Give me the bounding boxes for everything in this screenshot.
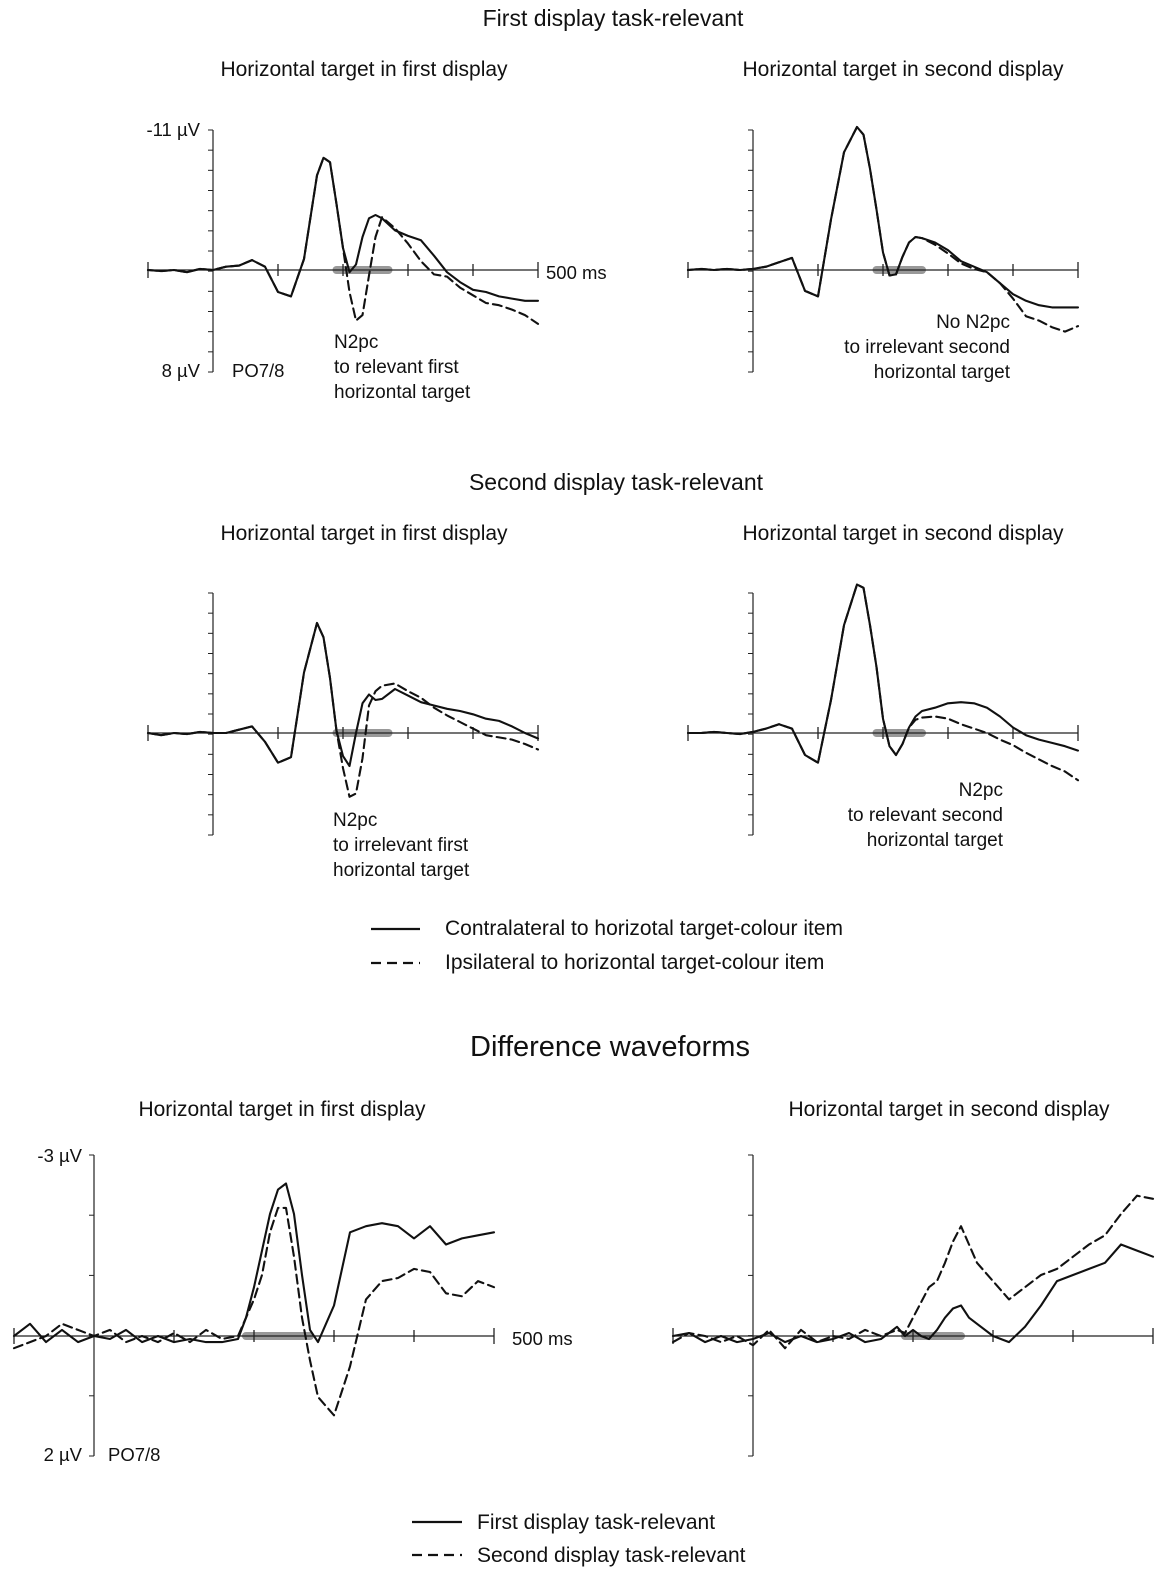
- legend-label: Contralateral to horizotal target-colour…: [445, 917, 843, 940]
- section-title-first: First display task-relevant: [483, 5, 744, 31]
- difference-panel-first-display: [12, 1154, 496, 1457]
- waveform-dashed: [686, 125, 1080, 333]
- waveform-solid: [146, 156, 540, 302]
- svg-text:horizontal target: horizontal target: [874, 362, 1011, 383]
- svg-text:to relevant first: to relevant first: [334, 357, 459, 378]
- legend-bottom: First display task-relevant Second displ…: [412, 1511, 746, 1567]
- difference-title: Difference waveforms: [470, 1031, 750, 1063]
- waveform-solid: [686, 125, 1080, 309]
- electrode-label: PO7/8: [108, 1444, 160, 1465]
- svg-text:horizontal target: horizontal target: [333, 860, 470, 881]
- svg-text:to irrelevant first: to irrelevant first: [333, 835, 469, 856]
- n2pc-annotation: N2pc to relevant second horizontal targe…: [848, 780, 1004, 851]
- erp-panel-first-relevant-first-display: [146, 129, 540, 373]
- svg-text:No N2pc: No N2pc: [936, 312, 1010, 333]
- panel-title: Horizontal target in second display: [742, 58, 1064, 81]
- waveform-solid: [12, 1182, 496, 1344]
- y-axis-bottom-label: 2 µV: [44, 1444, 83, 1465]
- svg-text:N2pc: N2pc: [333, 810, 377, 831]
- erp-panel-first-relevant-second-display: [686, 125, 1080, 373]
- panel-title: Horizontal target in first display: [138, 1098, 426, 1121]
- legend-label: Second display task-relevant: [477, 1544, 746, 1567]
- erp-panel-second-relevant-second-display: [686, 583, 1080, 836]
- waveform-solid: [146, 621, 540, 768]
- difference-panel-second-display: [671, 1154, 1155, 1457]
- svg-text:horizontal target: horizontal target: [867, 830, 1004, 851]
- svg-text:horizontal target: horizontal target: [334, 382, 471, 403]
- svg-text:N2pc: N2pc: [959, 780, 1003, 801]
- y-axis-top-label: -3 µV: [37, 1145, 82, 1166]
- x-axis-end-label: 500 ms: [512, 1328, 573, 1349]
- waveform-solid: [671, 1243, 1155, 1344]
- legend-label: First display task-relevant: [477, 1511, 715, 1534]
- y-axis-top-label: -11 µV: [146, 119, 200, 140]
- waveform-dashed: [686, 583, 1080, 782]
- waveform-dashed: [146, 156, 540, 325]
- panel-title: Horizontal target in second display: [788, 1098, 1110, 1121]
- svg-text:to relevant second: to relevant second: [848, 805, 1003, 826]
- x-axis-end-label: 500 ms: [546, 262, 607, 283]
- y-axis-bottom-label: 8 µV: [162, 360, 201, 381]
- panel-title: Horizontal target in first display: [220, 58, 508, 81]
- legend-label: Ipsilateral to horizontal target-colour …: [445, 951, 824, 974]
- waveform-dashed: [671, 1194, 1155, 1350]
- svg-text:to irrelevant second: to irrelevant second: [844, 337, 1010, 358]
- n2pc-annotation: N2pc to irrelevant first horizontal targ…: [333, 810, 470, 881]
- legend-top: Contralateral to horizotal target-colour…: [371, 917, 843, 974]
- section-title-second: Second display task-relevant: [469, 469, 764, 495]
- electrode-label: PO7/8: [232, 360, 284, 381]
- erp-panel-second-relevant-first-display: [146, 592, 540, 836]
- svg-text:N2pc: N2pc: [334, 332, 378, 353]
- waveform-dashed: [12, 1206, 496, 1417]
- waveform-dashed: [146, 621, 540, 798]
- n2pc-annotation: N2pc to relevant first horizontal target: [334, 332, 471, 403]
- panel-title: Horizontal target in second display: [742, 522, 1064, 545]
- panel-title: Horizontal target in first display: [220, 522, 508, 545]
- n2pc-annotation: No N2pc to irrelevant second horizontal …: [844, 312, 1011, 383]
